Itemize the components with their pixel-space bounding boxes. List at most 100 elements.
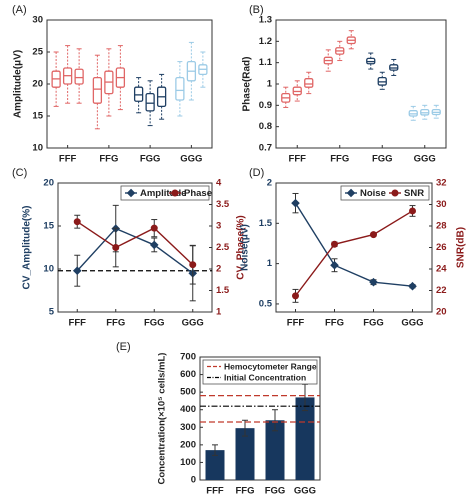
y-tick-label: 3 [216,221,221,232]
x-tick-label: FFF [287,318,305,329]
y-tick-label: 100 [180,457,196,468]
y-tick-label: 30 [32,15,43,26]
legend-marker [346,188,356,198]
y-tick-label: 0.9 [259,100,272,111]
plot-frame-1 [275,19,447,149]
y-tick-label: 15 [32,111,43,122]
legend-label: Amplitude [140,188,186,199]
box [304,78,314,88]
x-tick-label: FFG [236,486,255,497]
x-tick-label: GGG [401,318,423,329]
legend-label: Initial Concentration [224,372,306,382]
series-line [76,221,194,266]
y-tick-label: 25 [32,47,43,58]
box [175,76,185,101]
legend-box [120,185,210,201]
y-axis-label: Noise(μV) [240,224,251,271]
series-line [294,202,413,287]
y-tick-label: 300 [180,422,196,433]
legend-label: Noise [360,188,386,199]
y-tick-label: 400 [180,404,196,415]
y-tick-label: 15 [43,221,54,232]
legend-marker [126,188,136,198]
y-tick-label: 28 [436,221,447,232]
x-tick-label: FGG [372,154,393,165]
panel-label: (A) [12,4,27,16]
x-tick-label: GGG [180,154,202,165]
data-point [369,277,378,287]
data-point [112,244,120,251]
y-tick-label: 1.2 [259,36,272,47]
legend-label: Phase [184,188,212,199]
x-tick-label: FGG [144,318,165,329]
plot-frame-4 [199,356,321,481]
legend-box [340,185,430,201]
y-tick-label: 1 [216,307,222,318]
plot-frame-2 [57,182,213,313]
legend-marker [171,189,179,197]
data-point [149,240,159,250]
x-tick-label: FFG [99,154,118,165]
data-point [370,231,377,239]
y-tick-label: 24 [436,264,447,275]
y2-axis-label: CV_Phase(%) [236,215,247,279]
panel-label: (C) [12,167,27,179]
x-tick-label: FFG [330,154,349,165]
bar [295,397,315,480]
data-point [408,281,417,291]
y-tick-label: 3.5 [216,199,230,210]
bar [205,450,225,480]
plot-frame-3 [275,182,433,313]
y-axis-label: Amplitude(μV) [13,50,24,118]
data-point [291,198,300,208]
y-tick-label: 2 [216,264,221,275]
legend-label: Hemocytometer Range [224,361,317,371]
y-tick-label: 30 [436,199,447,210]
legend-box [202,359,318,385]
y-tick-label: 20 [436,307,447,318]
legend-label: SNR [404,188,424,199]
y-tick-label: 1.5 [259,218,273,229]
box [92,76,103,104]
y-axis-label: CV_Amplitude(%) [22,206,33,290]
x-tick-label: FFF [69,318,87,329]
x-tick-label: FGG [265,486,286,497]
y-tick-label: 26 [436,242,447,253]
data-point [150,224,158,232]
y-tick-label: 1.1 [259,57,273,68]
y-tick-label: 1.3 [259,15,272,26]
y-tick-label: 0.5 [259,298,273,309]
data-point [292,292,299,300]
y-tick-label: 32 [436,178,447,189]
panel-label: (D) [249,167,264,179]
bar [265,420,285,480]
data-point [331,240,338,248]
panel-label: (B) [249,4,264,16]
y-tick-label: 0.8 [259,121,272,132]
y-tick-label: 1 [267,79,273,90]
y-tick-label: 4 [216,178,222,189]
series-line [294,210,413,297]
legend-marker [391,189,399,197]
x-tick-label: FFG [325,318,344,329]
box [145,92,155,112]
y-tick-label: 10 [43,264,54,275]
y-axis-label: Phase(Rad) [242,56,253,111]
y-tick-label: 2 [267,178,272,189]
y-tick-label: 200 [180,439,196,450]
x-tick-label: FFF [289,154,307,165]
data-point [409,207,416,215]
series-line [76,227,194,274]
y-tick-label: 700 [180,352,196,363]
data-point [73,218,81,226]
y-tick-label: 1 [267,258,273,269]
data-point [72,266,82,276]
y-tick-label: 20 [43,178,54,189]
y-tick-label: 2.5 [216,242,230,253]
data-point [330,260,339,270]
x-tick-label: FGG [363,318,384,329]
y-tick-label: 20 [32,79,43,90]
y-tick-label: 0.7 [259,143,272,154]
